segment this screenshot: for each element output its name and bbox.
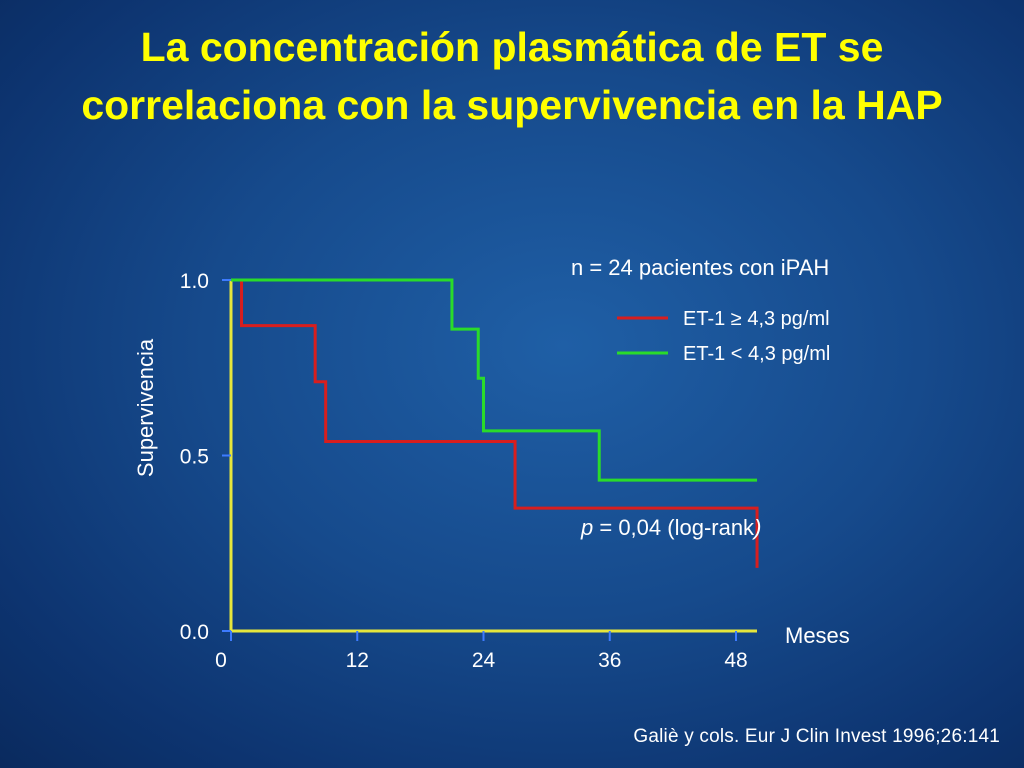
p-value-note: p = 0,04 (log-rank) [580,515,761,540]
citation: Galiè y cols. Eur J Clin Invest 1996;26:… [633,726,1000,747]
y-tick-label: 0.0 [180,621,209,644]
survival-curve-low-et1 [231,278,758,482]
y-tick-label: 1.0 [180,270,209,293]
p-symbol: p [580,515,593,540]
sample-size-note: n = 24 pacientes con iPAH [571,255,829,280]
p-value-text: = 0,04 (log-rank [593,515,755,540]
x-tick-label: 12 [346,649,369,672]
x-tick-label: 36 [598,649,621,672]
x-axis-title: Meses [785,623,850,648]
axis-ticks: 0 12 24 36 48 0.0 0.5 1.0 [180,270,748,672]
axes [229,280,757,633]
legend: ET-1 ≥ 4,3 pg/ml ET-1 < 4,3 pg/ml [617,308,830,365]
legend-label-green: ET-1 < 4,3 pg/ml [683,343,830,365]
y-axis-title: Supervivencia [133,338,158,477]
p-close-paren: ) [751,515,761,540]
x-tick-label: 24 [472,649,496,672]
slide-title: La concentración plasmática de ET se cor… [81,24,943,128]
y-tick-label: 0.5 [180,446,209,469]
survival-curve-high-et1 [231,278,759,568]
x-tick-label: 48 [724,649,747,672]
legend-label-red: ET-1 ≥ 4,3 pg/ml [683,308,830,330]
series-layer [231,278,759,568]
x-tick-label: 0 [215,649,227,672]
